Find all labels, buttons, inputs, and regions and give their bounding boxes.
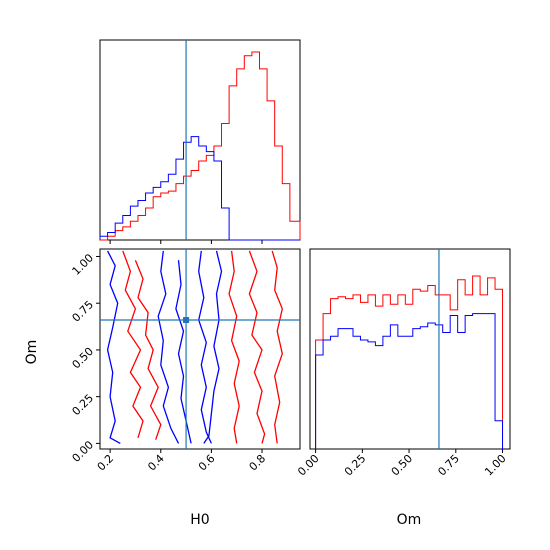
histogram-series-0 <box>315 275 504 449</box>
h0-om-joint-panel: 0.2 0.4 0.6 0.8 0.00 0.25 0.50 0.75 1.00 <box>70 248 301 474</box>
contour-line-1-2 <box>228 250 240 444</box>
histogram-series-1 <box>99 136 300 241</box>
y-tick-label-2: 0.50 <box>70 345 97 372</box>
truth-marker <box>183 317 190 324</box>
y-tick-label-4: 1.00 <box>70 251 97 278</box>
h0-marginal-panel <box>99 39 301 244</box>
y-tick-label-1: 0.25 <box>70 392 97 419</box>
y-tick-label-3: 0.75 <box>70 298 97 325</box>
x-tick-label-0: 0.2 <box>95 452 117 474</box>
x-tick-label-2: 0.50 <box>389 452 416 479</box>
panel-frame <box>99 39 301 241</box>
contour-group <box>106 250 283 444</box>
x-axis-label-h0: H0 <box>190 512 209 528</box>
x-tick-label-0: 0.00 <box>295 452 322 479</box>
contour-line-0-1 <box>157 250 180 444</box>
panel-frame <box>309 248 511 450</box>
x-axis-label-om: Om <box>397 512 422 528</box>
x-tick-label-4: 1.00 <box>482 452 509 479</box>
histogram-series-1 <box>315 313 504 449</box>
x-tick-label-2: 0.6 <box>196 452 218 474</box>
contour-line-1-0 <box>122 250 144 438</box>
contour-line-0-0 <box>106 250 121 444</box>
x-tick-label-1: 0.25 <box>342 452 369 479</box>
om-marginal-panel: 0.00 0.25 0.50 0.75 1.00 <box>295 248 511 479</box>
x-tick-label-1: 0.4 <box>145 452 167 474</box>
contour-line-0-3 <box>198 250 212 444</box>
histogram-series-0 <box>100 51 301 241</box>
y-axis-label-om: Om <box>24 340 40 365</box>
y-tick-label-0: 0.00 <box>70 438 97 465</box>
x-tick-label-3: 0.75 <box>435 452 462 479</box>
contour-line-1-3 <box>248 250 266 444</box>
panel-frame <box>99 248 301 450</box>
contour-line-1-1 <box>134 259 162 440</box>
contour-line-0-4 <box>203 250 223 444</box>
contour-line-0-2 <box>175 260 192 444</box>
contour-line-1-4 <box>271 250 283 444</box>
x-tick-label-3: 0.8 <box>247 452 269 474</box>
